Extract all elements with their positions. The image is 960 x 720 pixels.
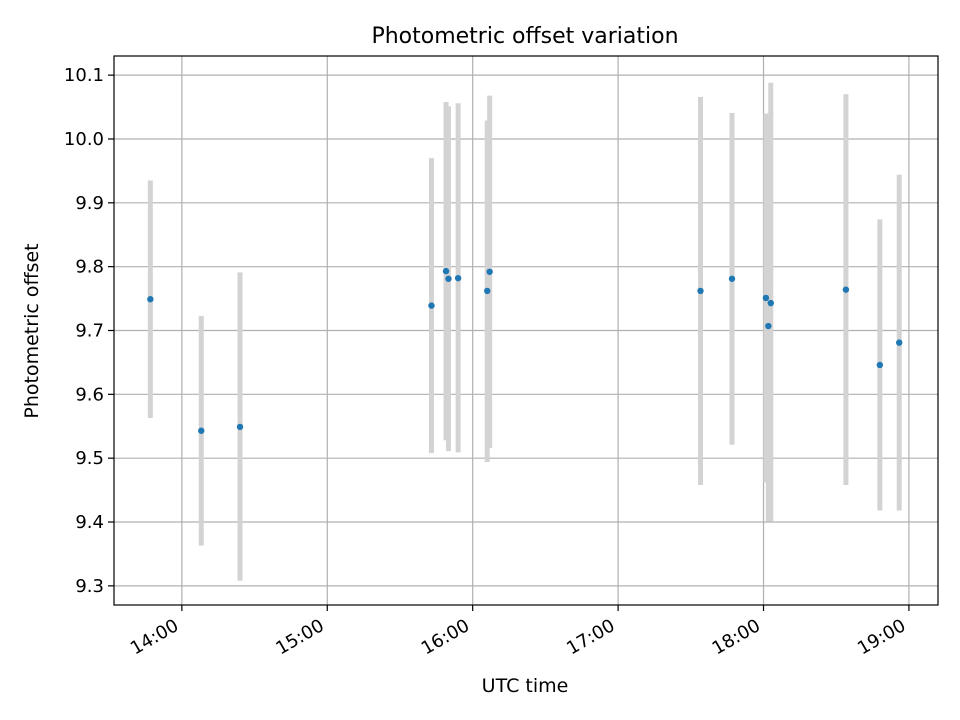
data-point (767, 299, 774, 307)
data-point (876, 361, 884, 369)
data-point (896, 339, 903, 346)
data-point (728, 275, 736, 282)
y-tick-label: 9.6 (75, 384, 104, 405)
data-point (842, 286, 850, 293)
data-point (198, 427, 205, 434)
data-point (486, 268, 493, 275)
data-point (445, 275, 452, 282)
y-tick-label: 9.7 (75, 321, 104, 342)
x-axis-title: UTC time (482, 675, 569, 697)
y-tick-label: 9.8 (75, 257, 104, 278)
y-tick-label: 9.3 (75, 576, 104, 597)
y-tick-label: 9.4 (75, 512, 104, 533)
data-point (454, 274, 462, 282)
data-point (697, 287, 704, 295)
data-point (428, 302, 435, 309)
data-point (762, 294, 770, 302)
y-tick-label: 9.9 (75, 193, 104, 214)
y-axis-title: Photometric offset (21, 243, 43, 418)
data-point (442, 267, 450, 275)
y-axis-ticks: 9.3 9.4 9.5 9.6 9.7 9.8 9.9 10.0 10.1 (64, 65, 114, 597)
chart-title: Photometric offset variation (371, 24, 678, 49)
data-point (147, 296, 154, 303)
y-tick-label: 10.0 (64, 129, 104, 150)
data-point (765, 322, 772, 330)
data-point (236, 423, 244, 431)
data-point (484, 287, 491, 295)
y-tick-label: 10.1 (64, 65, 104, 86)
y-tick-label: 9.5 (75, 448, 104, 469)
data-points (147, 267, 903, 434)
